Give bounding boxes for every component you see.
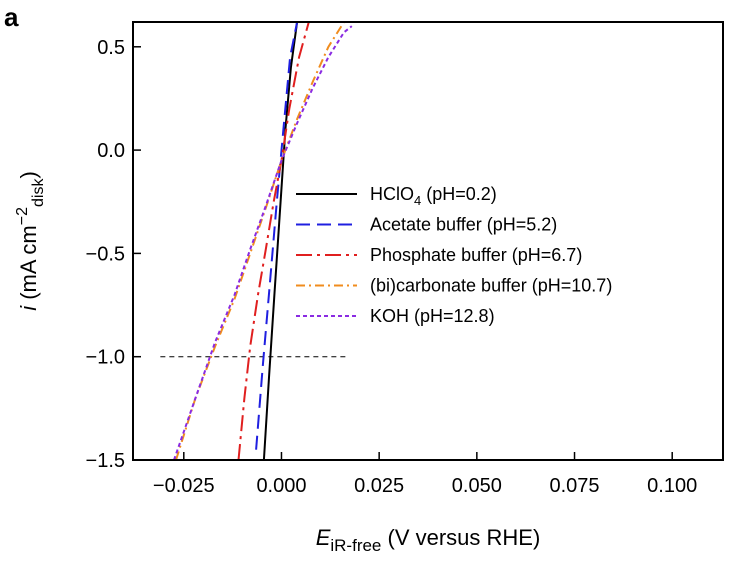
legend-label: Acetate buffer (pH=5.2) xyxy=(370,215,557,235)
series-line xyxy=(237,22,310,460)
y-tick-label: −1.5 xyxy=(86,450,125,472)
series-line xyxy=(255,22,299,450)
legend-label-main: Phosphate buffer xyxy=(370,245,507,265)
x-axis-subscript: iR-free xyxy=(330,536,381,555)
x-axis-unit: (V versus RHE) xyxy=(381,525,540,550)
panel-label: a xyxy=(4,2,19,32)
legend-label-rest: (pH=6.7) xyxy=(507,245,583,265)
series-layer xyxy=(173,22,353,460)
y-axis-superscript: −2 xyxy=(14,207,31,225)
y-axis-subscript: disk xyxy=(30,178,47,207)
x-tick-label: 0.075 xyxy=(549,475,599,497)
legend: HClO4 (pH=0.2) Acetate buffer (pH=5.2) Pho… xyxy=(296,184,612,326)
x-axis-title: EiR-free (V versus RHE) xyxy=(316,525,541,555)
x-axis-symbol: E xyxy=(316,525,331,550)
y-axis-unit-close: ) xyxy=(16,171,41,178)
legend-label-main: Acetate buffer xyxy=(370,215,482,235)
legend-label-main: (bi)carbonate buffer xyxy=(370,276,527,296)
y-axis-title: i (mA cm−2disk) xyxy=(14,171,47,311)
legend-label-rest: (pH=0.2) xyxy=(421,184,497,204)
y-tick-label: −0.5 xyxy=(86,243,125,265)
legend-label: KOH (pH=12.8) xyxy=(370,306,495,326)
x-tick-label: 0.050 xyxy=(452,475,502,497)
x-tick-label: 0.100 xyxy=(647,475,697,497)
legend-label: HClO4 (pH=0.2) xyxy=(370,184,497,208)
legend-label-main: HClO xyxy=(370,184,414,204)
y-tick-label: −1.0 xyxy=(86,347,125,369)
y-tick-label: 0.0 xyxy=(97,140,125,162)
plot-frame xyxy=(132,21,724,461)
legend-label-subscript: 4 xyxy=(414,193,421,208)
series-line xyxy=(262,22,299,460)
legend-label-rest: (pH=5.2) xyxy=(482,215,558,235)
legend-label: Phosphate buffer (pH=6.7) xyxy=(370,245,582,265)
tick-layer: −0.025 0.000 0.025 0.050 0.075 0.100 0.5 0.0 −0.… xyxy=(86,37,698,497)
x-tick-label: 0.000 xyxy=(256,475,306,497)
legend-label-main: KOH xyxy=(370,306,409,326)
legend-label: (bi)carbonate buffer (pH=10.7) xyxy=(370,276,612,296)
y-axis-unit-open: (mA cm xyxy=(16,225,41,306)
series-line xyxy=(173,25,353,460)
x-tick-label: 0.025 xyxy=(354,475,404,497)
legend-label-rest: (pH=10.7) xyxy=(527,276,613,296)
y-tick-label: 0.5 xyxy=(97,37,125,59)
legend-label-rest: (pH=12.8) xyxy=(409,306,495,326)
y-axis-symbol: i xyxy=(16,305,41,311)
x-tick-label: −0.025 xyxy=(153,475,215,497)
